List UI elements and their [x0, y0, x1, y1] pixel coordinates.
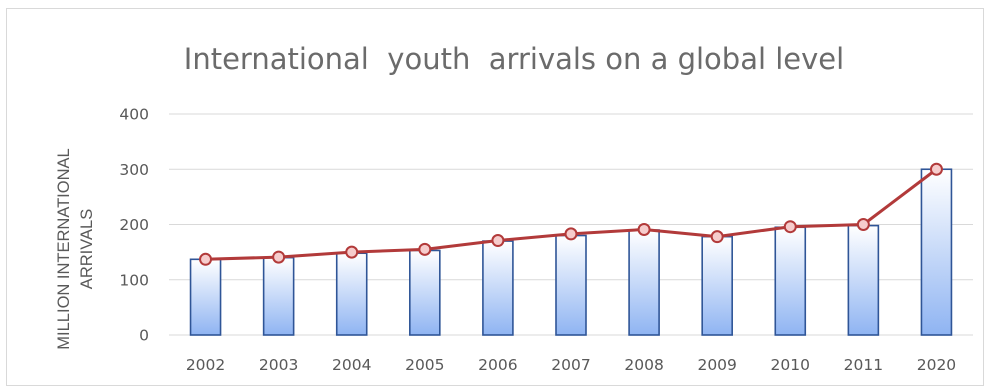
bar-2006: [482, 240, 514, 336]
grid-lines: [169, 113, 973, 336]
y-tick-label-300: 300: [119, 161, 149, 179]
line-point-2006: [491, 234, 505, 248]
x-tick-label-2003: 2003: [259, 356, 298, 374]
bar-2007: [555, 234, 587, 336]
y-axis-label: MILLION INTERNATIONAL ARRIVALS: [55, 148, 96, 349]
chart-frame: International youth arrivals on a global…: [6, 8, 984, 386]
bar-2005: [409, 249, 441, 336]
y-tick-label-100: 100: [119, 271, 149, 289]
x-tick-label-2009: 2009: [697, 356, 736, 374]
bar-2011: [847, 224, 880, 336]
x-tick-label-2010: 2010: [771, 356, 810, 374]
chart-title: International youth arrivals on a global…: [184, 42, 844, 76]
line-markers: [199, 162, 943, 266]
x-tick-label-2004: 2004: [332, 356, 371, 374]
line-point-2011: [856, 218, 870, 231]
y-axis-label-line-2: ARRIVALS: [78, 209, 96, 289]
line-point-2020: [929, 162, 943, 176]
y-axis-ticks: 0 100 200 300 400: [119, 106, 149, 345]
bar-2004: [335, 252, 368, 336]
bar-2003: [262, 256, 295, 336]
bar-2020: [920, 168, 953, 336]
y-tick-label-400: 400: [119, 106, 149, 124]
x-tick-label-2008: 2008: [624, 356, 663, 374]
line-point-2005: [418, 242, 432, 256]
x-axis-ticks: 2002 2003 2004 2005 2006 2007 2008 2009 2010 2011…: [186, 356, 956, 374]
y-tick-label-200: 200: [119, 216, 149, 234]
line-point-2009: [710, 230, 724, 244]
x-tick-label-2002: 2002: [186, 356, 225, 374]
bar-series: [189, 168, 953, 336]
bar-2008: [628, 229, 660, 336]
bar-2010: [774, 226, 807, 336]
line-point-2004: [345, 245, 359, 259]
line-point-2002: [199, 252, 213, 266]
line-point-2008: [637, 222, 651, 236]
line-point-2010: [783, 220, 797, 234]
x-tick-label-2020: 2020: [917, 356, 956, 374]
x-tick-label-2007: 2007: [551, 356, 590, 374]
y-tick-label-0: 0: [139, 327, 149, 345]
bar-2009: [701, 235, 733, 336]
x-tick-label-2011: 2011: [844, 356, 883, 374]
line-point-2007: [564, 227, 578, 241]
x-tick-label-2006: 2006: [478, 356, 517, 374]
bar-2002: [189, 258, 222, 336]
x-tick-label-2005: 2005: [405, 356, 444, 374]
line-point-2003: [272, 250, 286, 264]
y-axis-label-line-1: MILLION INTERNATIONAL: [55, 148, 73, 349]
chart-svg: International youth arrivals on a global…: [55, 42, 973, 374]
